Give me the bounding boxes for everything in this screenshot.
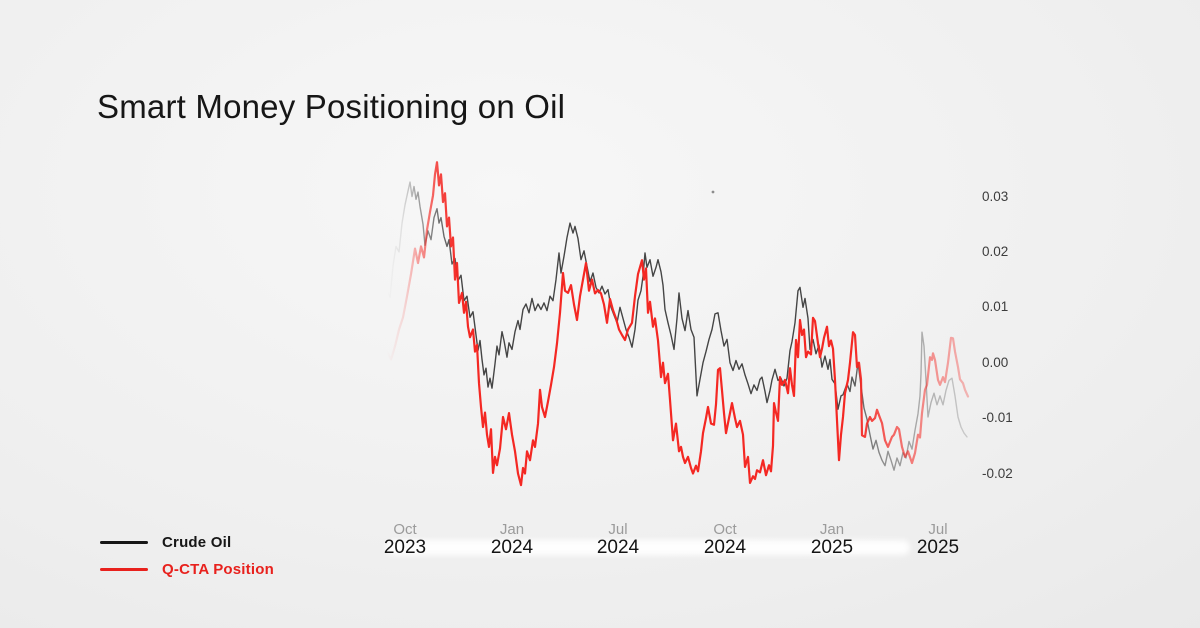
y-tick-label: -0.01 [982,410,1013,425]
legend-label: Q-CTA Position [162,561,274,578]
chart-legend: Crude Oil Q-CTA Position [100,529,274,583]
x-tick-month: Jul [608,521,628,538]
x-tick-month: Oct [713,521,737,538]
y-tick-label: 0.01 [982,299,1009,314]
y-tick-label: -0.02 [982,466,1013,481]
page-title: Smart Money Positioning on Oil [97,88,566,125]
stray-dot [711,190,715,194]
qcta-position-line [385,161,970,487]
x-tick: Jan 2025 [779,521,885,558]
x-tick-year: 2024 [490,537,534,558]
x-tick-year: 2024 [596,537,640,558]
axis-highlight-band [386,540,910,555]
line-chart [385,161,970,487]
crude-oil-line [386,181,968,471]
legend-item-crude-oil: Crude Oil [100,529,274,556]
annotation-dot-layer [711,190,715,194]
y-tick-label: 0.00 [982,355,1009,370]
y-tick-label: 0.03 [982,189,1009,204]
x-tick: Oct 2023 [352,521,458,558]
x-tick-month: Jan [819,521,845,538]
legend-item-qcta-position: Q-CTA Position [100,556,274,583]
x-tick-year: 2024 [703,537,747,558]
x-tick: Oct 2024 [672,521,778,558]
x-tick-year: 2025 [916,537,960,558]
y-tick-label: 0.02 [982,244,1009,259]
chart-plot-area [385,150,970,510]
crude-oil-swatch [100,540,148,545]
x-tick: Jan 2024 [459,521,565,558]
qcta-position-swatch [100,567,148,572]
legend-label: Crude Oil [162,534,232,551]
x-tick-month: Jul [928,521,948,538]
x-tick-month: Oct [393,521,417,538]
x-tick-year: 2025 [810,537,854,558]
x-tick-year: 2023 [383,537,427,558]
x-tick: Jul 2025 [885,521,991,558]
x-tick-month: Jan [499,521,525,538]
x-tick: Jul 2024 [565,521,671,558]
